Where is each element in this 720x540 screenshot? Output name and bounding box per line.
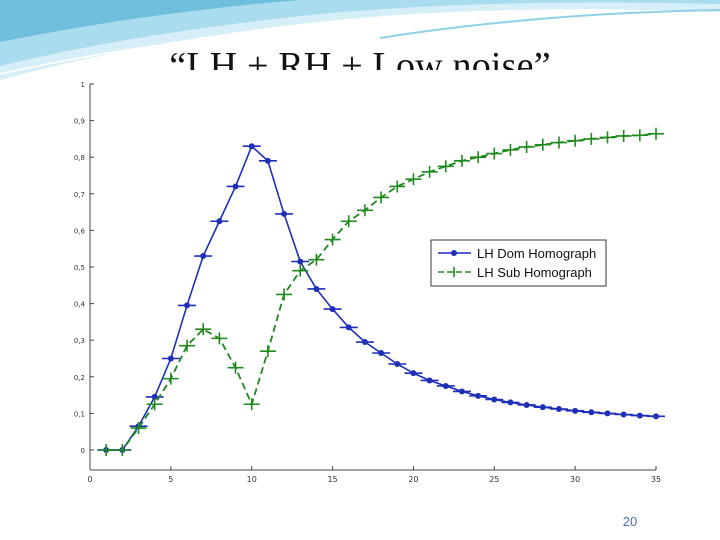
slide-banner-decoration [0, 0, 720, 80]
chart-legend: LH Dom Homograph LH Sub Homograph [430, 239, 607, 287]
data-point [507, 399, 514, 406]
data-point [442, 382, 449, 389]
banner-swoosh-line [379, 9, 720, 39]
legend-entry-label: LH Sub Homograph [477, 265, 592, 280]
banner-wave-dark [0, 0, 300, 42]
data-point [653, 413, 659, 420]
data-point [232, 183, 239, 190]
data-point [555, 406, 562, 413]
x-tick-label: 10 [247, 475, 257, 484]
banner-swoosh-line-2 [0, 27, 301, 75]
legend-swatch-marker [451, 250, 457, 256]
data-point [281, 210, 288, 217]
legend-box [430, 239, 607, 287]
data-point [410, 370, 417, 377]
x-tick-label: 35 [651, 475, 661, 484]
data-point [426, 377, 433, 384]
data-point [588, 409, 595, 416]
y-tick-label: 0 [81, 447, 85, 455]
data-point [378, 350, 385, 357]
x-tick-label: 5 [168, 475, 173, 484]
y-tick-label: 0,9 [74, 118, 85, 126]
y-tick-label: 0,8 [74, 154, 85, 162]
data-point [604, 410, 611, 417]
data-point [458, 388, 465, 395]
y-tick-label: 0,1 [74, 410, 85, 418]
x-tick-label: 0 [87, 475, 92, 484]
y-tick-label: 0,5 [74, 264, 85, 272]
banner-wave-mid [0, 0, 720, 66]
series-lh-sub-homograph [98, 127, 664, 456]
data-point [151, 393, 158, 400]
data-point [216, 218, 223, 225]
y-tick-label: 1 [81, 81, 85, 89]
data-point [297, 258, 304, 265]
data-point [184, 302, 191, 309]
data-point [572, 407, 579, 414]
data-point [620, 411, 627, 418]
x-tick-label: 20 [408, 475, 418, 484]
data-point [491, 396, 498, 403]
y-tick-label: 0,4 [74, 301, 86, 309]
legend-entry-label: LH Dom Homograph [477, 246, 596, 261]
data-point [329, 306, 336, 313]
chart-axes [89, 84, 656, 471]
data-point [313, 285, 320, 292]
data-point [539, 404, 546, 411]
data-point [264, 157, 271, 164]
data-point [248, 143, 255, 150]
x-tick-label: 30 [570, 475, 580, 484]
data-point [636, 412, 643, 419]
page-number: 20 [622, 514, 638, 529]
data-point [475, 392, 482, 399]
y-tick-label: 0,3 [74, 337, 85, 345]
x-tick-label: 25 [489, 475, 499, 484]
data-point [361, 339, 368, 346]
data-point [167, 355, 174, 362]
y-tick-label: 0,2 [74, 374, 85, 382]
data-point [200, 253, 207, 260]
x-tick-label: 15 [327, 475, 337, 484]
data-point [523, 401, 530, 408]
tick-labels: 0 5 10 15 20 25 30 35 0 0,1 0,2 0,3 0,4 0,5 0,6 0,7 0,8 0… [74, 81, 661, 484]
series-layer [97, 127, 665, 456]
data-point [394, 360, 401, 367]
y-tick-label: 0,7 [74, 191, 85, 199]
data-point [345, 324, 352, 331]
y-tick-label: 0,6 [74, 227, 86, 235]
